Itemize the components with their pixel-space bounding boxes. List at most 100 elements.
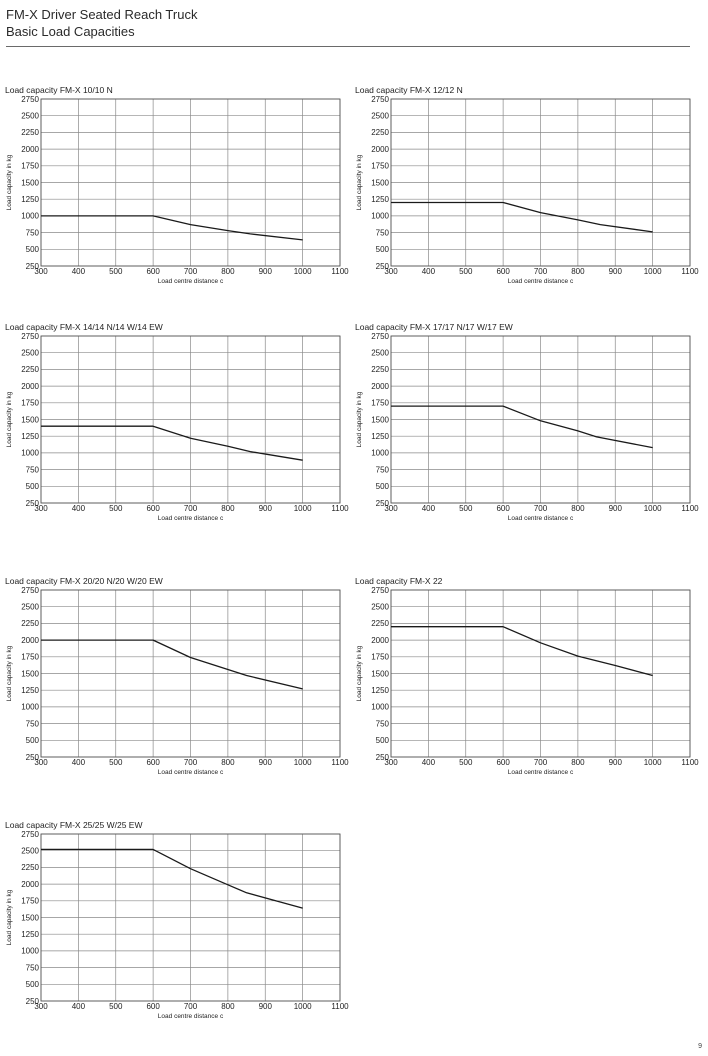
x-tick-label: 500 — [459, 267, 473, 276]
x-tick-label: 1000 — [644, 758, 662, 767]
y-tick-label: 250 — [26, 262, 40, 271]
x-tick-label: 1000 — [294, 504, 312, 513]
x-axis-label: Load centre distance c — [158, 1013, 224, 1020]
y-tick-label: 1750 — [21, 162, 39, 171]
y-tick-label: 500 — [26, 245, 40, 254]
x-tick-label: 900 — [609, 504, 623, 513]
y-tick-label: 2500 — [21, 603, 39, 612]
y-tick-label: 2750 — [21, 830, 39, 839]
y-tick-label: 750 — [26, 719, 40, 728]
y-tick-label: 2500 — [21, 349, 39, 358]
y-tick-label: 2000 — [371, 636, 389, 645]
y-tick-label: 1750 — [21, 653, 39, 662]
y-tick-label: 1250 — [21, 195, 39, 204]
capacity-line — [41, 425, 303, 461]
y-tick-label: 1250 — [371, 195, 389, 204]
chart-fmx-22: Load capacity FM-X 22 250 500 750 1000 1250 1… — [355, 576, 700, 786]
y-tick-label: 1750 — [21, 897, 39, 906]
y-tick-label: 1250 — [371, 686, 389, 695]
y-tick-label: 2250 — [21, 128, 39, 137]
x-tick-label: 700 — [534, 504, 548, 513]
y-tick-label: 750 — [376, 465, 390, 474]
y-tick-label: 2500 — [21, 847, 39, 856]
capacity-line — [41, 215, 303, 241]
chart-title: Load capacity FM-X 10/10 N — [5, 85, 113, 95]
chart-canvas: 250 500 750 1000 1250 1500 1750 2000 2250 2500 275… — [356, 95, 699, 285]
chart-fmx-12: Load capacity FM-X 12/12 N 250 500 750 1000… — [355, 85, 700, 295]
x-tick-label: 600 — [146, 504, 160, 513]
x-tick-label: 1100 — [331, 1002, 349, 1011]
y-tick-label: 1000 — [371, 449, 389, 458]
x-axis-label: Load centre distance c — [158, 515, 224, 522]
y-axis-label: Load capacity in kg — [356, 391, 363, 447]
x-tick-label: 500 — [459, 758, 473, 767]
y-tick-label: 2250 — [21, 365, 39, 374]
x-tick-label: 800 — [571, 504, 585, 513]
y-tick-label: 750 — [26, 963, 40, 972]
x-tick-label: 600 — [146, 758, 160, 767]
x-tick-label: 900 — [259, 267, 273, 276]
y-tick-label: 750 — [26, 465, 40, 474]
y-tick-label: 1000 — [21, 703, 39, 712]
y-tick-label: 2750 — [21, 586, 39, 595]
x-tick-label: 600 — [496, 504, 510, 513]
x-axis-label: Load centre distance c — [158, 278, 224, 285]
x-tick-label: 600 — [496, 267, 510, 276]
y-tick-label: 500 — [376, 736, 390, 745]
x-tick-label: 500 — [109, 504, 123, 513]
x-tick-label: 800 — [571, 758, 585, 767]
document-title: FM-X Driver Seated Reach Truck — [6, 7, 198, 22]
x-tick-label: 1100 — [331, 758, 349, 767]
x-tick-label: 1000 — [294, 1002, 312, 1011]
x-tick-label: 1100 — [331, 504, 349, 513]
x-tick-label: 400 — [72, 504, 86, 513]
y-tick-label: 1750 — [371, 162, 389, 171]
y-tick-label: 1500 — [371, 669, 389, 678]
y-tick-label: 2000 — [21, 636, 39, 645]
x-tick-label: 400 — [422, 267, 436, 276]
page-header: FM-X Driver Seated Reach Truck Basic Loa… — [6, 6, 690, 40]
x-tick-label: 800 — [221, 504, 235, 513]
x-tick-label: 400 — [72, 267, 86, 276]
y-tick-label: 2000 — [21, 382, 39, 391]
y-tick-label: 1250 — [371, 432, 389, 441]
y-tick-label: 2750 — [371, 332, 389, 341]
y-axis-label: Load capacity in kg — [356, 645, 363, 701]
plot-frame — [40, 98, 341, 267]
y-axis-label: Load capacity in kg — [6, 391, 13, 447]
chart-title: Load capacity FM-X 14/14 N/14 W/14 EW — [5, 322, 163, 332]
y-tick-label: 500 — [26, 736, 40, 745]
chart-fmx-25: Load capacity FM-X 25/25 W/25 EW 250 500 7… — [5, 820, 350, 1030]
y-tick-label: 250 — [376, 262, 390, 271]
y-tick-label: 1000 — [371, 212, 389, 221]
y-tick-label: 1000 — [21, 212, 39, 221]
chart-canvas: 250 500 750 1000 1250 1500 1750 2000 2250 2500 275… — [356, 332, 699, 522]
y-tick-label: 1750 — [371, 399, 389, 408]
plot-frame — [390, 335, 691, 504]
x-tick-label: 1100 — [681, 504, 699, 513]
y-tick-label: 250 — [376, 499, 390, 508]
x-tick-label: 800 — [221, 267, 235, 276]
chart-canvas: 250 500 750 1000 1250 1500 1750 2000 2250 2500 275… — [6, 95, 349, 285]
x-tick-label: 500 — [459, 504, 473, 513]
y-tick-label: 1750 — [371, 653, 389, 662]
x-tick-label: 1000 — [644, 504, 662, 513]
x-tick-label: 600 — [496, 758, 510, 767]
x-tick-label: 700 — [184, 1002, 198, 1011]
x-tick-label: 900 — [609, 758, 623, 767]
plot-frame — [390, 98, 691, 267]
y-axis-label: Load capacity in kg — [6, 645, 13, 701]
y-tick-label: 2000 — [371, 145, 389, 154]
y-tick-label: 1000 — [21, 947, 39, 956]
x-tick-label: 400 — [422, 758, 436, 767]
y-tick-label: 250 — [26, 997, 40, 1006]
y-tick-label: 1500 — [21, 178, 39, 187]
y-tick-label: 2000 — [371, 382, 389, 391]
y-tick-label: 2750 — [21, 332, 39, 341]
x-tick-label: 700 — [534, 267, 548, 276]
y-tick-label: 1000 — [21, 449, 39, 458]
x-tick-label: 700 — [184, 504, 198, 513]
document-subtitle: Basic Load Capacities — [6, 24, 135, 39]
chart-fmx-20: Load capacity FM-X 20/20 N/20 W/20 EW 25… — [5, 576, 350, 786]
y-tick-label: 2500 — [371, 603, 389, 612]
